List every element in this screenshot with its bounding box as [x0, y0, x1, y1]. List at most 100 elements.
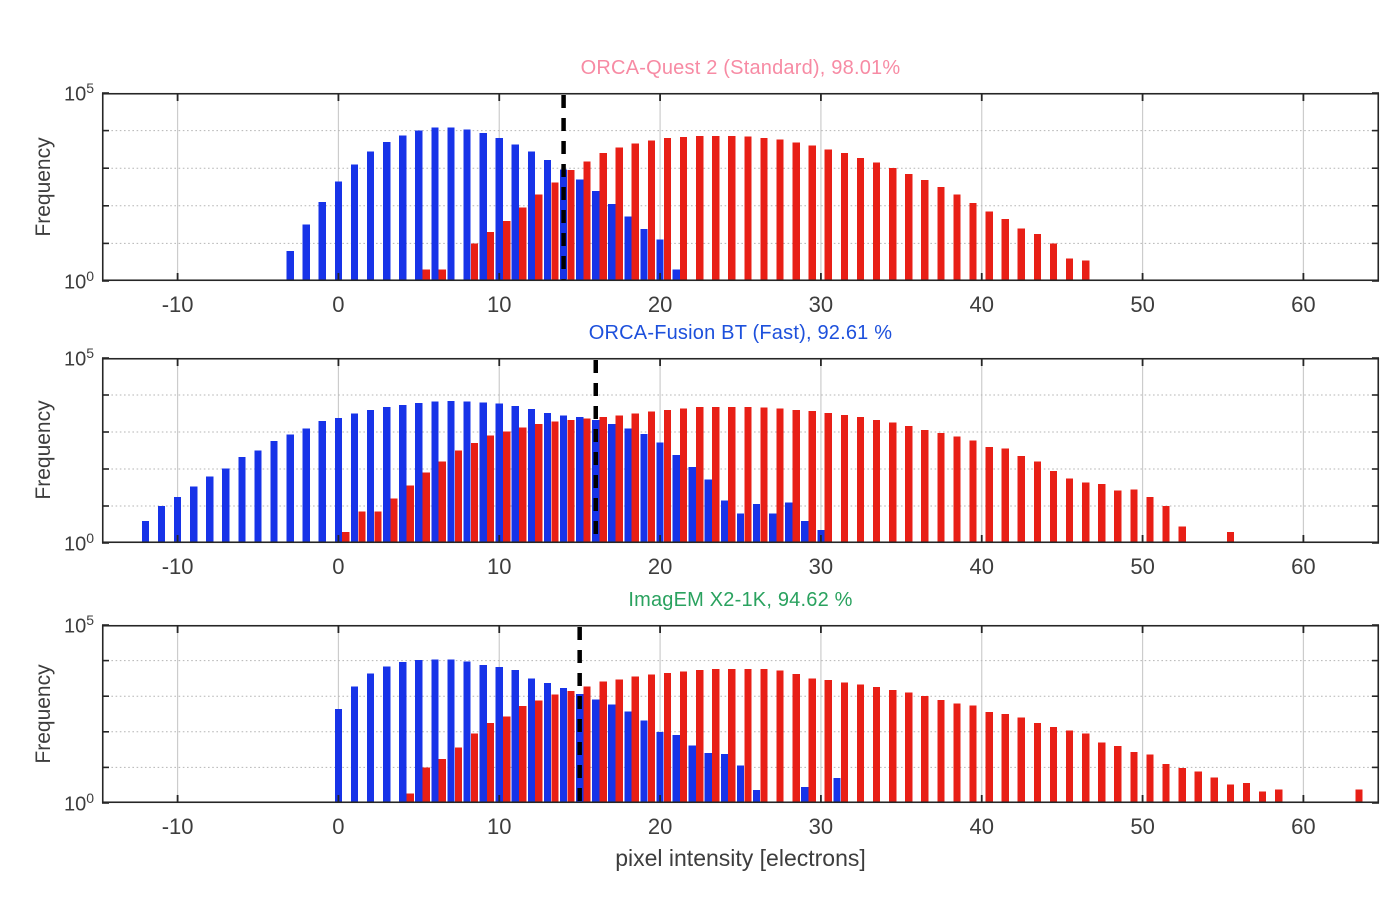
histogram-bar-blue	[286, 250, 294, 281]
histogram-bar-red	[1258, 791, 1267, 803]
histogram-bar-blue	[447, 400, 455, 543]
histogram-bar-red	[969, 440, 977, 543]
histogram-bar-blue	[736, 765, 745, 803]
histogram-bar-red	[744, 668, 752, 803]
histogram-bar-red	[583, 161, 591, 281]
histogram-bar-red	[744, 406, 752, 543]
histogram-bar-red	[776, 139, 784, 281]
histogram-bar-red	[1065, 478, 1074, 543]
histogram-bar-blue	[238, 456, 246, 543]
subplot2-y-tick-top: 105	[63, 345, 94, 371]
x-tick-label: 30	[809, 554, 833, 579]
histogram-bar-red	[470, 243, 479, 281]
subplot1-title: ORCA-Quest 2 (Standard), 98.01%	[580, 57, 901, 79]
histogram-bar-red	[374, 511, 382, 543]
histogram-bar-blue	[141, 520, 150, 543]
histogram-bar-blue	[511, 670, 519, 803]
histogram-bar-red	[438, 758, 446, 803]
histogram-bar-red	[1242, 783, 1251, 803]
x-tick-label: 50	[1130, 814, 1154, 839]
histogram-bar-red	[840, 414, 849, 543]
histogram-bar-red	[631, 413, 639, 543]
histogram-bar-blue	[672, 269, 680, 281]
histogram-bar-blue	[576, 179, 584, 281]
histogram-bar-red	[422, 767, 430, 803]
histogram-bar-blue	[157, 506, 166, 543]
histogram-bar-blue	[720, 500, 729, 543]
histogram-bar-blue	[720, 753, 729, 803]
histogram-bar-blue	[640, 229, 648, 281]
histogram-bar-red	[856, 417, 865, 543]
histogram-bar-blue	[270, 440, 278, 543]
histogram-bar-red	[744, 136, 752, 281]
histogram-bar-red	[872, 419, 881, 543]
histogram-bar-blue	[559, 688, 568, 803]
histogram-bar-blue	[833, 778, 841, 803]
histogram-bar-blue	[543, 683, 552, 803]
histogram-bar-red	[1210, 777, 1218, 803]
x-tick-label: -10	[162, 554, 194, 579]
x-tick-label: 10	[487, 814, 511, 839]
histogram-bar-red	[503, 716, 511, 803]
histogram-bar-red	[856, 684, 865, 803]
histogram-bar-blue	[463, 661, 471, 803]
histogram-bar-red	[406, 793, 414, 803]
histogram-bar-blue	[511, 144, 519, 281]
histogram-bar-red	[824, 680, 832, 803]
histogram-bar-red	[985, 211, 993, 281]
histogram-bar-blue	[383, 141, 391, 281]
histogram-bar-red	[679, 136, 688, 281]
histogram-bar-red	[647, 411, 656, 543]
histogram-bar-blue	[302, 428, 310, 543]
histogram-bar-red	[1033, 722, 1042, 803]
histogram-bar-blue	[656, 239, 664, 281]
histogram-bar-red	[728, 135, 736, 281]
histogram-bar-red	[486, 232, 495, 281]
histogram-bar-blue	[479, 133, 487, 281]
histogram-bar-blue	[173, 496, 182, 543]
histogram-bar-red	[503, 220, 511, 281]
histogram-bar-blue	[366, 151, 375, 281]
histogram-bar-red	[921, 429, 929, 543]
histogram-bar-red	[1355, 789, 1363, 803]
histogram-bar-red	[953, 436, 961, 543]
x-tick-label: 60	[1291, 292, 1315, 317]
histogram-bar-red	[1082, 482, 1090, 543]
histogram-bar-red	[889, 690, 897, 803]
histogram-bar-blue	[479, 664, 487, 803]
histogram-bar-red	[583, 686, 591, 803]
histogram-bar-red	[1065, 258, 1074, 281]
histogram-bar-blue	[463, 129, 471, 281]
histogram-bar-blue	[624, 711, 632, 803]
histogram-bar-red	[631, 676, 639, 803]
histogram-bar-blue	[592, 190, 600, 281]
histogram-bar-red	[728, 406, 736, 543]
histogram-bar-red	[1226, 784, 1235, 803]
subplot1-y-axis-label: Frequency	[32, 137, 55, 237]
histogram-bar-red	[808, 678, 816, 803]
histogram-bar-red	[519, 207, 527, 281]
histogram-bar-red	[969, 705, 977, 803]
histogram-bar-red	[1001, 714, 1009, 803]
histogram-bar-red	[422, 269, 430, 281]
histogram-bar-blue	[640, 720, 648, 803]
histogram-bar-red	[712, 669, 720, 803]
histogram-bar-blue	[350, 164, 359, 281]
x-tick-label: 60	[1291, 814, 1315, 839]
histogram-bar-red	[792, 142, 800, 281]
histogram-bar-red	[1098, 742, 1106, 803]
histogram-bar-blue	[672, 735, 680, 803]
x-tick-label: 40	[970, 292, 994, 317]
histogram-bar-blue	[415, 402, 423, 543]
histogram-bar-red	[792, 409, 800, 543]
histogram-bar-red	[535, 700, 543, 803]
histogram-bar-red	[776, 408, 784, 543]
histogram-bar-blue	[527, 151, 536, 281]
subplot2-y-axis-label: Frequency	[32, 400, 55, 500]
histogram-bar-red	[1049, 727, 1058, 803]
histogram-bar-blue	[383, 666, 391, 803]
histogram-bar-red	[1033, 461, 1042, 543]
histogram-bar-red	[551, 182, 559, 281]
histogram-bar-red	[663, 673, 672, 803]
